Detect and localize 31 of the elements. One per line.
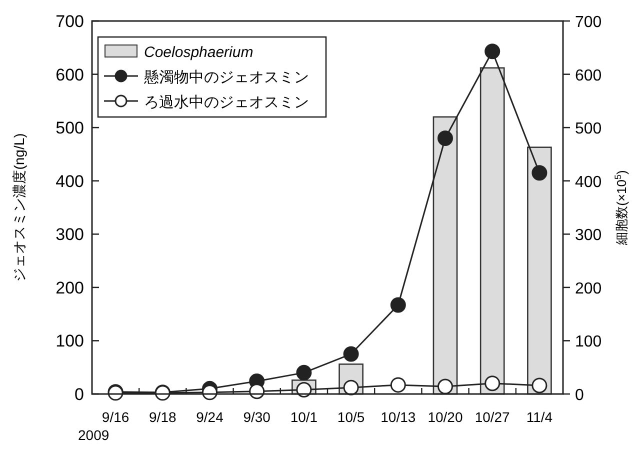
y2-tick-label: 100 (575, 334, 602, 351)
y-tick-label: 300 (56, 225, 84, 244)
legend-label: 懸濁物中のジェオスミン (143, 69, 309, 86)
x-tick-label: 10/1 (290, 409, 318, 425)
y2-tick-label: 300 (575, 227, 602, 244)
x-tick-label: 9/24 (196, 409, 224, 425)
y-tick-label: 500 (56, 118, 84, 138)
legend-label: ろ過水中のジェオスミン (144, 94, 309, 111)
x-tick-label: 9/16 (102, 409, 130, 425)
x-tick-label: 10/13 (380, 409, 416, 425)
x-tick-label: 11/4 (526, 409, 553, 425)
y2-tick-label: 700 (575, 14, 602, 31)
y2-tick-label: 0 (575, 387, 584, 404)
legend-label: Coelosphaerium (144, 44, 254, 61)
y2-tick-label: 200 (575, 280, 602, 298)
x-tick-label: 10/27 (474, 409, 510, 425)
y-axis-title: ジェオスミン濃度(ng/L) (11, 133, 27, 282)
x-tick-label: 9/30 (243, 409, 271, 425)
x-tick-label: 9/18 (149, 409, 176, 425)
x-tick-label: 10/20 (428, 409, 463, 425)
y-tick-label: 0 (74, 385, 84, 404)
y-tick-label: 100 (56, 332, 84, 351)
y2-tick-label: 600 (575, 67, 602, 84)
y-tick-label: 200 (56, 278, 84, 298)
y-tick-label: 700 (56, 12, 84, 31)
x-tick-label: 10/5 (337, 409, 365, 425)
text: 2009 (78, 427, 110, 443)
y2-tick-label: 400 (575, 174, 602, 191)
y-tick-label: 600 (56, 65, 84, 84)
y-tick-label: 400 (56, 172, 84, 191)
y2-tick-label: 500 (575, 120, 602, 138)
